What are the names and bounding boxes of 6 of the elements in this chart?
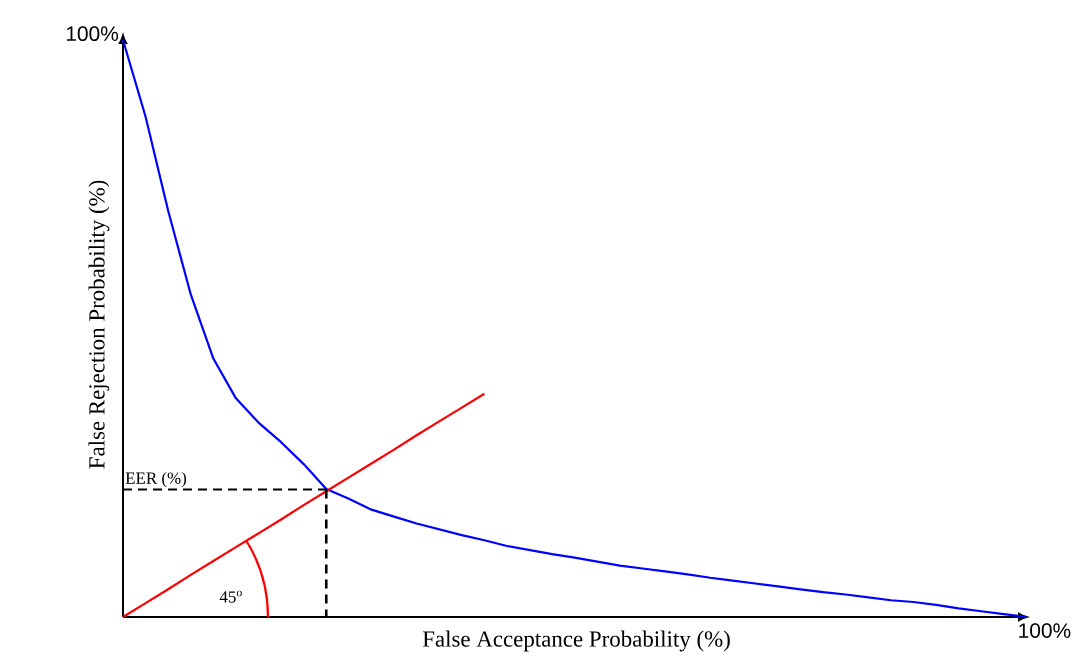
text: 100% [66,26,119,42]
x-axis-title: False Acceptance Probability (%) [422,630,730,652]
annotation: 45$^{o}$ [219,590,242,603]
y-axis-title: False Rejection Probability (%) [88,180,110,469]
annotation: EER (%) [125,471,187,488]
text: 100% [1019,623,1071,638]
